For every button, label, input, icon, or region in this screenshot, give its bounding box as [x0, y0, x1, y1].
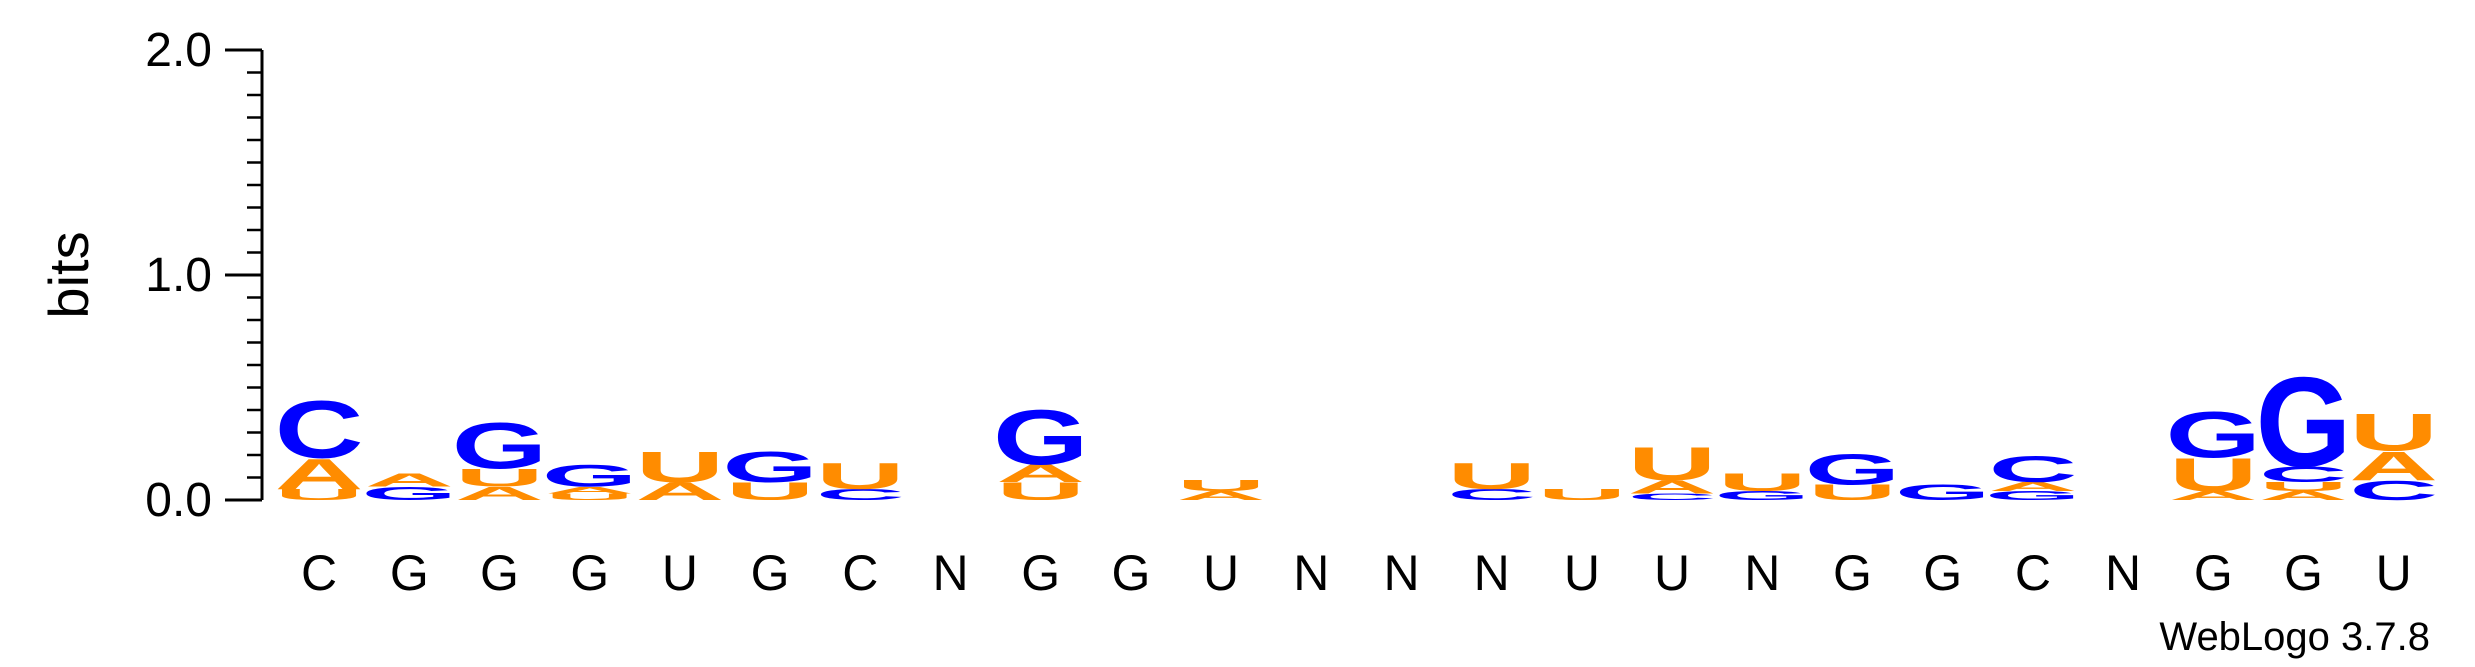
x-tick-label: N — [2105, 545, 2141, 601]
logo-glyph-u: U — [726, 477, 815, 505]
logo-glyph-a: A — [365, 469, 454, 490]
logo-glyph-c: C — [1628, 492, 1717, 503]
logo-glyph-c: C — [1988, 449, 2077, 491]
logo-glyph-u: U — [1628, 437, 1717, 489]
logo-glyph-g: G — [1805, 444, 1901, 493]
logo-glyph-g: G — [452, 409, 548, 482]
logo-glyph-u: U — [1718, 468, 1807, 496]
x-tick-label: G — [2284, 545, 2323, 601]
y-tick-label: 2.0 — [145, 24, 212, 77]
x-tick-label: N — [1744, 545, 1780, 601]
x-tick-label: C — [2015, 545, 2051, 601]
logo-glyph-g: G — [361, 483, 457, 504]
x-tick-label: U — [1654, 545, 1690, 601]
x-tick-label: U — [1564, 545, 1600, 601]
x-tick-label: U — [662, 545, 698, 601]
logo-glyph-g: G — [722, 442, 818, 491]
logo-glyph-g: G — [993, 394, 1089, 481]
logo-glyph-u: U — [996, 477, 1085, 505]
y-minor-ticks — [247, 71, 262, 479]
logo-glyph-u: U — [2349, 403, 2438, 462]
x-tick-label: G — [1021, 545, 1060, 601]
logo-glyph-c: C — [1447, 486, 1536, 503]
x-tick-label: N — [1474, 545, 1510, 601]
logo-glyph-g: G — [542, 459, 638, 494]
logo-glyph-a: A — [996, 459, 1085, 487]
weblogo-watermark: WebLogo 3.7.8 — [2159, 615, 2430, 659]
y-tick-label: 1.0 — [145, 249, 212, 302]
logo-glyph-g: G — [2165, 398, 2261, 471]
logo-glyph-u: U — [1537, 486, 1626, 503]
logo-glyph-c: C — [2349, 474, 2438, 505]
logo-glyph-u: U — [2259, 480, 2348, 494]
logo-glyph-a: A — [455, 483, 544, 504]
x-tick-label: C — [842, 545, 878, 601]
x-tick-label: G — [570, 545, 609, 601]
y-tick-label: 0.0 — [145, 474, 212, 527]
x-tick-label: N — [1293, 545, 1329, 601]
logo-glyph-u: U — [635, 442, 724, 491]
logo-glyph-c: C — [275, 385, 364, 475]
x-tick-label: U — [1203, 545, 1239, 601]
logo-glyph-a: A — [275, 449, 364, 498]
logo-glyph-u: U — [1177, 477, 1266, 494]
logo-glyph-g: G — [1895, 480, 1991, 504]
x-tick-label: G — [2194, 545, 2233, 601]
logo-glyph-g: G — [2256, 350, 2352, 494]
x-tick-label: G — [390, 545, 429, 601]
logo-glyph-u: U — [545, 492, 634, 503]
logo-glyph-u: U — [275, 486, 364, 503]
logo-glyph-u: U — [2169, 449, 2258, 501]
logo-glyph-a: A — [1177, 489, 1266, 503]
x-tick-label: N — [1383, 545, 1419, 601]
logo-glyph-c: C — [816, 486, 905, 503]
logo-glyph-u: U — [1447, 455, 1536, 497]
x-tick-label: G — [1111, 545, 1150, 601]
logo-glyph-a: A — [2349, 443, 2438, 488]
y-axis-label: bits — [37, 231, 100, 318]
logo-glyph-a: A — [2169, 489, 2258, 503]
logo-glyph-u: U — [455, 464, 544, 492]
logo-glyph-a: A — [1628, 476, 1717, 497]
logo-glyph-u: U — [816, 455, 905, 497]
logo-glyph-a: A — [545, 485, 634, 496]
logo-glyph-g: G — [1714, 489, 1810, 503]
logo-glyph-g: G — [1985, 489, 2081, 503]
x-tick-label: G — [751, 545, 790, 601]
x-tick-label: C — [301, 545, 337, 601]
logo-glyph-u: U — [1808, 480, 1897, 504]
x-tick-label: G — [480, 545, 519, 601]
logo-glyph-a: A — [2259, 489, 2348, 503]
x-tick-label: U — [2376, 545, 2412, 601]
logo-glyph-c: C — [2259, 462, 2348, 486]
x-tick-label: G — [1833, 545, 1872, 601]
logo-glyph-a: A — [635, 477, 724, 505]
x-tick-label: G — [1923, 545, 1962, 601]
x-tick-label: N — [932, 545, 968, 601]
logo-glyph-a: A — [1988, 480, 2077, 494]
